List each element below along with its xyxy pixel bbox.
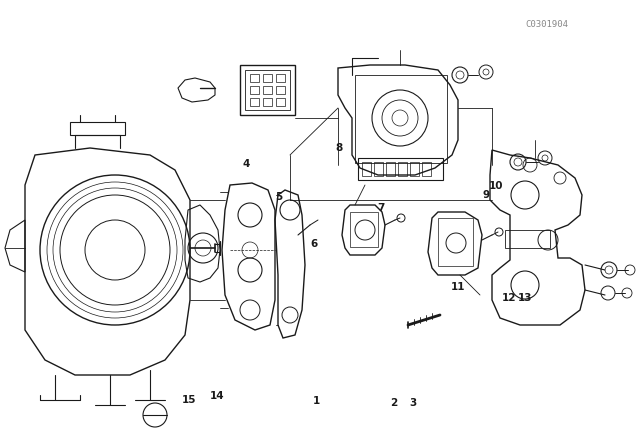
Bar [374,162,383,176]
Bar [70,122,125,135]
Text: 4: 4 [243,159,250,168]
Bar [505,230,550,248]
Bar [250,74,259,82]
Text: 6: 6 [310,239,317,249]
Bar [276,86,285,94]
Text: 8: 8 [335,143,343,153]
Bar [245,70,290,110]
Text: 15: 15 [182,395,196,405]
Bar [263,98,272,106]
Bar [410,162,419,176]
Bar [438,218,473,266]
Bar [276,74,285,82]
Bar [263,86,272,94]
Text: 14: 14 [211,392,225,401]
Text: 1: 1 [313,396,321,406]
Bar [250,98,259,106]
Bar [362,162,371,176]
Text: 7: 7 [377,203,385,213]
Bar [240,65,295,115]
Text: 9: 9 [483,190,490,200]
Text: 13: 13 [518,293,532,303]
Text: 3: 3 [409,398,417,408]
Text: 2: 2 [390,398,397,408]
Bar [355,75,447,163]
Text: 11: 11 [451,282,465,292]
Text: C0301904: C0301904 [525,20,569,29]
Bar [276,98,285,106]
Bar [250,86,259,94]
Bar [398,162,407,176]
Bar [358,158,443,180]
Text: 10: 10 [489,181,503,191]
Bar [422,162,431,176]
Text: 12: 12 [502,293,516,303]
Text: 5: 5 [275,192,282,202]
Bar [350,212,378,247]
Bar [386,162,395,176]
Bar [263,74,272,82]
